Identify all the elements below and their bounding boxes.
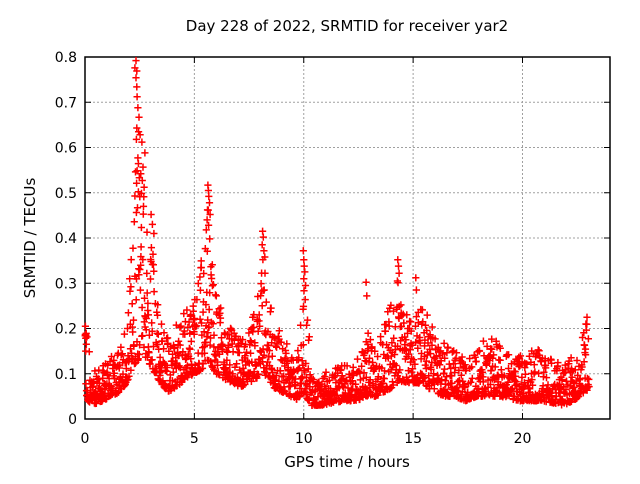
x-tick-label: 5	[190, 431, 199, 447]
x-tick-label: 15	[404, 431, 422, 447]
y-tick-label: 0.2	[55, 322, 77, 338]
y-tick-label: 0.6	[55, 141, 77, 157]
chart-title: Day 228 of 2022, SRMTID for receiver yar…	[186, 17, 508, 35]
x-tick-label: 0	[81, 431, 90, 447]
x-axis-label: GPS time / hours	[284, 453, 410, 471]
x-tick-label: 10	[295, 431, 313, 447]
y-axis-label: SRMTID / TECUs	[21, 178, 39, 299]
plot-border	[84, 56, 611, 420]
y-tick-label: 0	[68, 412, 77, 428]
y-tick-label: 0.1	[55, 367, 77, 383]
y-tick-label: 0.8	[55, 50, 77, 66]
y-tick-label: 0.5	[55, 186, 77, 202]
tick-labels: 0 5 10 15 20 0 0.1 0.2 0.3 0.4 0.5 0.6 0.7 0.8	[55, 50, 532, 447]
y-tick-label: 0.3	[55, 276, 77, 292]
y-tick-label: 0.7	[55, 95, 77, 111]
data-points	[81, 57, 593, 409]
y-tick-label: 0.4	[55, 231, 77, 247]
x-tick-label: 20	[514, 431, 532, 447]
